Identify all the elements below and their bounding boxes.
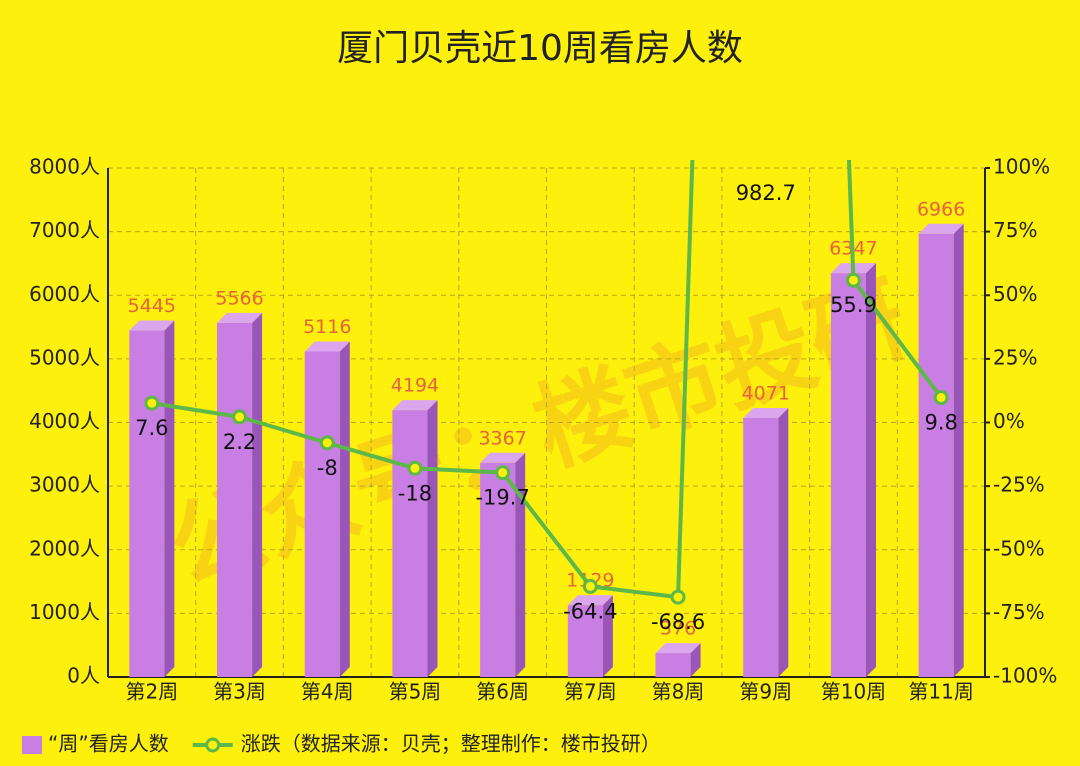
line xyxy=(151,160,943,600)
x-tick-label: 第11周 xyxy=(908,680,973,704)
y-tick-label: 8000人 xyxy=(29,155,100,179)
bar-value-label: 3367 xyxy=(478,427,526,449)
line-point xyxy=(582,578,598,594)
line-point xyxy=(144,395,160,411)
y2-tick-label: 0% xyxy=(993,409,1025,433)
y-tick-label: 7000人 xyxy=(29,218,100,242)
bar xyxy=(129,330,165,677)
line-value-label: -64.4 xyxy=(563,599,617,623)
bar-side xyxy=(953,223,964,677)
bar xyxy=(743,417,779,677)
y2-tick-label: -100% xyxy=(993,664,1057,688)
bar-side xyxy=(427,400,438,677)
bar xyxy=(392,410,428,677)
y-tick-label: 0人 xyxy=(67,664,100,688)
bar-top xyxy=(567,595,613,606)
line-point xyxy=(933,390,949,406)
x-tick-label: 第8周 xyxy=(652,680,705,704)
bar-value-label: 5445 xyxy=(128,295,176,317)
x-tick-label: 第6周 xyxy=(476,680,529,704)
bar xyxy=(655,653,691,677)
x-tick-label: 第5周 xyxy=(389,680,442,704)
x-tick-label: 第4周 xyxy=(301,680,354,704)
line-point xyxy=(845,272,861,288)
line-value-label: 982.7 xyxy=(736,181,796,205)
y-tick-label: 4000人 xyxy=(29,409,100,433)
y2-tick-label: 75% xyxy=(993,218,1037,242)
x-tick-label: 第2周 xyxy=(125,680,178,704)
y-tick-label: 5000人 xyxy=(29,345,100,369)
line-value-label: -19.7 xyxy=(475,486,529,510)
y-tick-label: 1000人 xyxy=(29,600,100,624)
y2-tick-label: -50% xyxy=(993,536,1045,560)
bar-top xyxy=(304,341,350,352)
line-point xyxy=(319,435,335,451)
line-value-label: 7.6 xyxy=(135,416,168,440)
bar-side xyxy=(690,643,701,677)
y2-tick-label: -25% xyxy=(993,473,1045,497)
chart-title: 厦门贝壳近10周看房人数 xyxy=(337,28,743,69)
legend-swatch-point xyxy=(205,737,221,753)
bar-value-label: 4071 xyxy=(742,382,790,404)
legend-swatch xyxy=(22,736,42,754)
watermark: 公众号：楼市投研 xyxy=(155,262,920,606)
bar-top xyxy=(480,452,526,463)
bar-value-label: 376 xyxy=(660,618,696,640)
bar xyxy=(830,273,866,677)
bar xyxy=(918,233,954,677)
x-tick-label: 第9周 xyxy=(739,680,792,704)
y-tick-label: 2000人 xyxy=(29,536,100,560)
bar-side xyxy=(515,452,526,677)
bar xyxy=(304,351,340,677)
line-point xyxy=(407,460,423,476)
bar-top xyxy=(918,223,964,234)
bar-side xyxy=(778,407,789,677)
legend-label: 涨跌（数据来源：贝壳；整理制作：楼市投研） xyxy=(241,732,661,756)
y-tick-label: 3000人 xyxy=(29,473,100,497)
line-group xyxy=(144,160,949,605)
bar-top xyxy=(743,407,789,418)
bar xyxy=(567,605,603,677)
x-tick-label: 第3周 xyxy=(213,680,266,704)
bar-side xyxy=(602,595,613,677)
line-point xyxy=(670,589,686,605)
bar-value-label: 5566 xyxy=(215,287,263,309)
y2-tick-label: -75% xyxy=(993,600,1045,624)
line-value-label: -68.6 xyxy=(651,610,705,634)
bar-side xyxy=(164,320,175,677)
bar-value-label: 5116 xyxy=(303,316,351,338)
bar-value-label: 6966 xyxy=(917,198,965,220)
bar xyxy=(217,322,253,677)
bar-top xyxy=(392,400,438,411)
bar xyxy=(480,462,516,677)
line-value-label: 9.8 xyxy=(924,411,957,435)
y2-tick-label: 50% xyxy=(993,282,1037,306)
bar-value-label: 4194 xyxy=(391,375,439,397)
line-value-label: -8 xyxy=(317,456,338,480)
x-tick-label: 第10周 xyxy=(821,680,886,704)
x-tick-label: 第7周 xyxy=(564,680,617,704)
line-value-label: 55.9 xyxy=(830,293,877,317)
y-tick-label: 6000人 xyxy=(29,282,100,306)
bar-side xyxy=(339,341,350,677)
line-value-label: -18 xyxy=(398,481,432,505)
bar-top xyxy=(655,643,701,654)
line-point xyxy=(495,465,511,481)
y2-tick-label: 100% xyxy=(993,155,1050,179)
legend-label: “周”看房人数 xyxy=(48,732,169,756)
bar-side xyxy=(252,312,263,677)
bar-side xyxy=(865,263,876,677)
bar-top xyxy=(129,320,175,331)
bar-top xyxy=(217,312,263,323)
line-value-label: 2.2 xyxy=(223,430,256,454)
y2-tick-label: 25% xyxy=(993,345,1037,369)
line-point xyxy=(232,409,248,425)
